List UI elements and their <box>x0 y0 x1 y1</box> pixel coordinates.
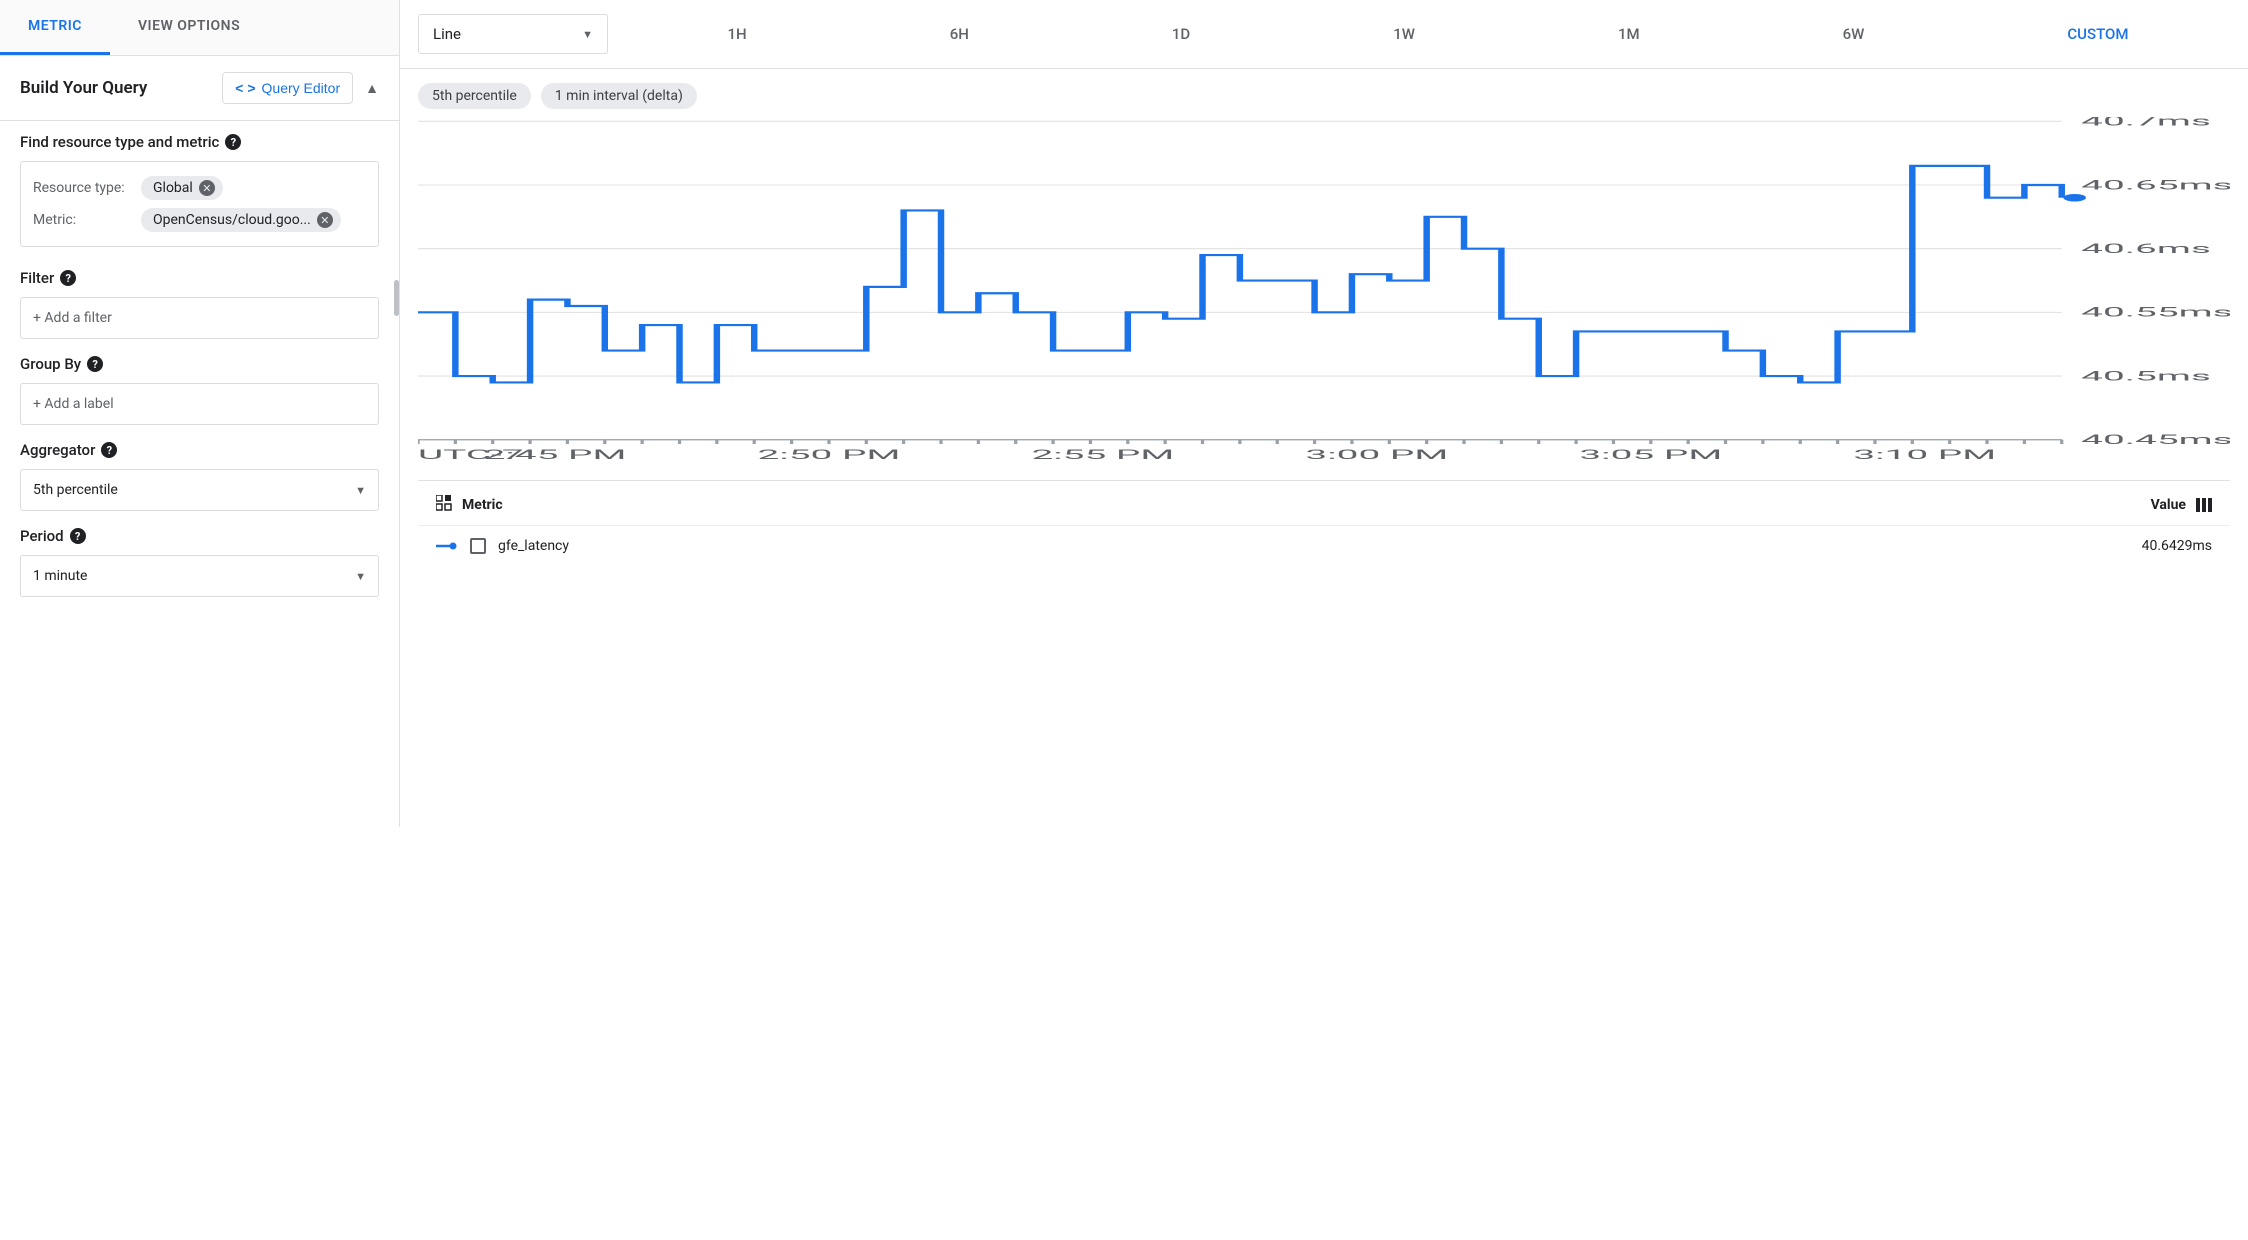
close-icon[interactable]: ✕ <box>317 212 333 228</box>
svg-text:40.5ms: 40.5ms <box>2081 369 2211 384</box>
scroll-indicator <box>394 280 399 316</box>
metric-chip[interactable]: OpenCensus/cloud.goo... ✕ <box>141 208 341 232</box>
add-label-button[interactable]: + Add a label <box>20 383 379 425</box>
tab-metric[interactable]: METRIC <box>0 0 110 55</box>
svg-text:40.45ms: 40.45ms <box>2081 432 2230 447</box>
columns-icon[interactable] <box>2196 498 2212 512</box>
caret-down-icon: ▼ <box>355 484 366 497</box>
metric-field-box: Resource type: Global ✕ Metric: OpenCens… <box>20 161 379 247</box>
period-select[interactable]: 1 minute ▼ <box>20 555 379 597</box>
right-panel: Line ▼ 1H 6H 1D 1W 1M 6W CUSTOM 5th percentile… <box>400 0 2248 827</box>
series-marker-icon <box>436 541 458 551</box>
aggregator-select[interactable]: 5th percentile ▼ <box>20 469 379 511</box>
metric-value: OpenCensus/cloud.goo... <box>153 212 311 228</box>
close-icon[interactable]: ✕ <box>199 180 215 196</box>
legend-row: gfe_latency 40.6429ms <box>418 525 2230 566</box>
help-icon[interactable]: ? <box>70 528 86 544</box>
query-tabs: METRIC VIEW OPTIONS <box>0 0 399 56</box>
find-metric-label: Find resource type and metric <box>20 133 219 151</box>
chart-type-value: Line <box>433 25 461 43</box>
tab-view-options[interactable]: VIEW OPTIONS <box>110 0 268 55</box>
query-title: Build Your Query <box>20 78 147 98</box>
top-controls: Line ▼ 1H 6H 1D 1W 1M 6W CUSTOM <box>400 0 2248 69</box>
help-icon[interactable]: ? <box>101 442 117 458</box>
time-range-1h[interactable]: 1H <box>724 17 751 51</box>
svg-text:40.65ms: 40.65ms <box>2081 178 2230 193</box>
info-pill: 5th percentile <box>418 83 531 109</box>
time-range-1m[interactable]: 1M <box>1614 17 1644 51</box>
caret-down-icon: ▼ <box>355 570 366 583</box>
query-header: Build Your Query < > Query Editor ▲ <box>0 56 399 121</box>
collapse-icon[interactable]: ▲ <box>365 80 379 97</box>
chart-type-select[interactable]: Line ▼ <box>418 14 608 54</box>
svg-text:3:05 PM: 3:05 PM <box>1579 447 1722 462</box>
section-aggregator: Aggregator ? 5th percentile ▼ <box>0 429 399 515</box>
chart-wrap: 40.45ms40.5ms40.55ms40.6ms40.65ms40.7msU… <box>418 117 2230 472</box>
series-checkbox[interactable] <box>470 538 486 554</box>
legend-header: Metric Value <box>418 480 2230 525</box>
metric-label: Metric: <box>33 212 131 228</box>
code-icon: < > <box>235 80 255 96</box>
time-range-1d[interactable]: 1D <box>1168 17 1194 51</box>
svg-text:2:45 PM: 2:45 PM <box>484 447 627 462</box>
section-groupby: Group By ? + Add a label <box>0 343 399 429</box>
time-range-6h[interactable]: 6H <box>946 17 973 51</box>
help-icon[interactable]: ? <box>225 134 241 150</box>
legend-value-header: Value <box>2151 497 2186 513</box>
period-label: Period <box>20 527 64 545</box>
svg-text:40.55ms: 40.55ms <box>2081 305 2230 320</box>
time-range-custom[interactable]: CUSTOM <box>2063 17 2132 51</box>
chart-area: 5th percentile 1 min interval (delta) 40.… <box>400 69 2248 566</box>
grid-icon[interactable] <box>436 495 452 515</box>
time-range-1w[interactable]: 1W <box>1389 17 1419 51</box>
pill-row: 5th percentile 1 min interval (delta) <box>418 83 2230 109</box>
groupby-label: Group By <box>20 355 81 373</box>
svg-text:3:10 PM: 3:10 PM <box>1853 447 1996 462</box>
series-value: 40.6429ms <box>2142 538 2212 554</box>
svg-text:40.6ms: 40.6ms <box>2081 241 2211 256</box>
svg-text:2:55 PM: 2:55 PM <box>1031 447 1174 462</box>
time-range-picker: 1H 6H 1D 1W 1M 6W CUSTOM <box>626 17 2230 51</box>
resource-type-label: Resource type: <box>33 180 131 196</box>
help-icon[interactable]: ? <box>60 270 76 286</box>
resource-type-chip[interactable]: Global ✕ <box>141 176 223 200</box>
section-find-metric: Find resource type and metric ? Resource… <box>0 121 399 257</box>
info-pill: 1 min interval (delta) <box>541 83 697 109</box>
section-filter: Filter ? + Add a filter <box>0 257 399 343</box>
resource-type-value: Global <box>153 180 193 196</box>
svg-text:2:50 PM: 2:50 PM <box>758 447 901 462</box>
series-name: gfe_latency <box>498 538 2130 554</box>
svg-text:3:00 PM: 3:00 PM <box>1305 447 1448 462</box>
query-editor-label: Query Editor <box>262 80 341 96</box>
add-filter-button[interactable]: + Add a filter <box>20 297 379 339</box>
aggregator-label: Aggregator <box>20 441 95 459</box>
left-panel: METRIC VIEW OPTIONS Build Your Query < >… <box>0 0 400 827</box>
section-period: Period ? 1 minute ▼ <box>0 515 399 601</box>
filter-label: Filter <box>20 269 54 287</box>
caret-down-icon: ▼ <box>582 28 593 41</box>
query-editor-button[interactable]: < > Query Editor <box>222 72 353 104</box>
aggregator-value: 5th percentile <box>33 482 118 498</box>
help-icon[interactable]: ? <box>87 356 103 372</box>
chart-svg: 40.45ms40.5ms40.55ms40.6ms40.65ms40.7msU… <box>418 117 2230 472</box>
period-value: 1 minute <box>33 568 87 584</box>
svg-text:40.7ms: 40.7ms <box>2081 117 2211 129</box>
legend-metric-header: Metric <box>462 497 503 513</box>
time-range-6w[interactable]: 6W <box>1839 17 1869 51</box>
